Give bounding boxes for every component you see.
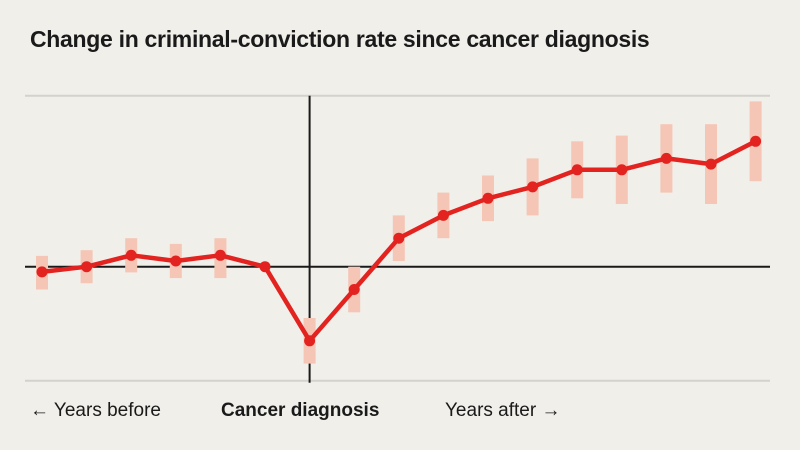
data-point xyxy=(214,249,226,261)
x-label-years-after: Years after → xyxy=(445,400,561,421)
data-point xyxy=(125,249,137,261)
data-point xyxy=(81,261,93,273)
data-point xyxy=(750,135,762,147)
data-point xyxy=(660,152,672,164)
data-point xyxy=(393,232,405,244)
data-point xyxy=(571,164,583,176)
data-point xyxy=(259,261,271,273)
data-point xyxy=(348,284,360,295)
data-point xyxy=(304,335,316,347)
data-point xyxy=(482,192,494,204)
data-point xyxy=(705,158,717,170)
data-point xyxy=(616,164,628,176)
x-label-years-before: ← Years before xyxy=(30,400,161,421)
data-point xyxy=(170,255,182,267)
x-label-cancer-diagnosis: Cancer diagnosis xyxy=(221,400,380,421)
chart-title: Change in criminal-conviction rate since… xyxy=(30,26,650,52)
data-point xyxy=(36,266,48,278)
data-point xyxy=(437,209,449,221)
data-point xyxy=(527,181,539,193)
